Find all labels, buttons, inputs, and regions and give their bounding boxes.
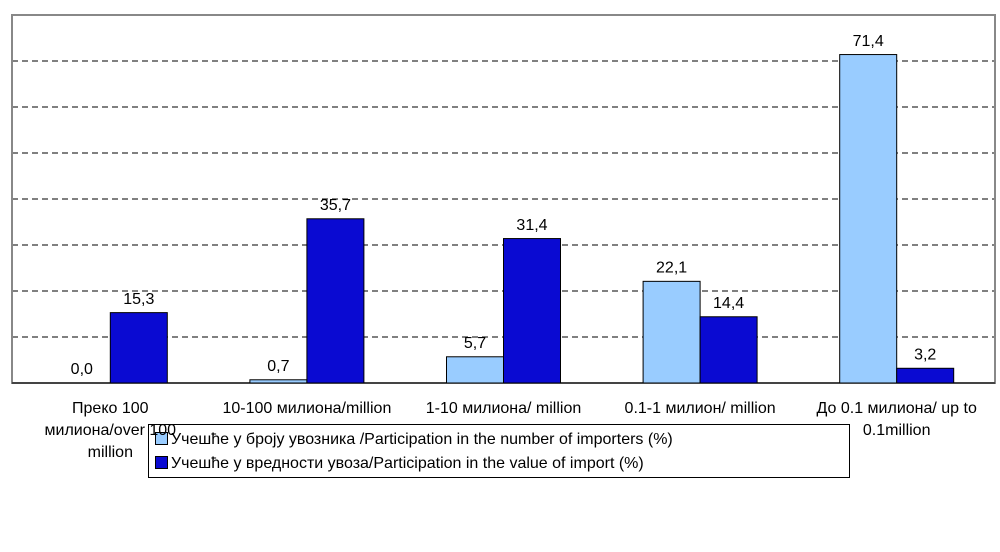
data-label: 14,4 <box>713 295 744 312</box>
legend-swatch <box>155 432 168 445</box>
x-tick-label: 0.1-1 милион/ million <box>624 400 776 417</box>
x-tick-label: 1-10 милиона/ million <box>425 400 582 417</box>
bar <box>699 316 758 384</box>
legend-swatch <box>155 456 168 469</box>
x-tick-label: До 0.1 милиона/ up to 0.1million <box>816 400 977 439</box>
legend-entry: Учешће у вредности увоза/Participation i… <box>155 452 843 476</box>
bar <box>896 367 955 384</box>
legend-entry: Учешће у броју увозника /Participation i… <box>155 428 843 452</box>
legend: Учешће у броју увозника /Participation i… <box>148 424 850 478</box>
bar <box>446 356 504 384</box>
data-label: 0,0 <box>71 361 93 378</box>
data-label: 22,1 <box>656 260 687 277</box>
data-label: 3,2 <box>914 346 936 363</box>
bar <box>109 312 168 384</box>
bar <box>306 218 365 384</box>
data-label: 35,7 <box>320 197 351 214</box>
bar <box>642 280 701 384</box>
bar <box>503 238 561 384</box>
data-label: 5,7 <box>464 335 486 352</box>
legend-label: Учешће у вредности увоза/Participation i… <box>171 455 644 472</box>
x-tick-label: Преко 100 милиона/over 100 million <box>44 400 177 461</box>
data-label: 15,3 <box>123 291 154 308</box>
data-label: 71,4 <box>853 33 884 50</box>
data-label: 0,7 <box>267 358 289 375</box>
bar <box>839 54 898 384</box>
data-label: 31,4 <box>516 217 547 234</box>
legend-label: Учешће у броју увозника /Participation i… <box>171 431 673 448</box>
x-tick-label: 10-100 милиона/million <box>222 400 392 417</box>
